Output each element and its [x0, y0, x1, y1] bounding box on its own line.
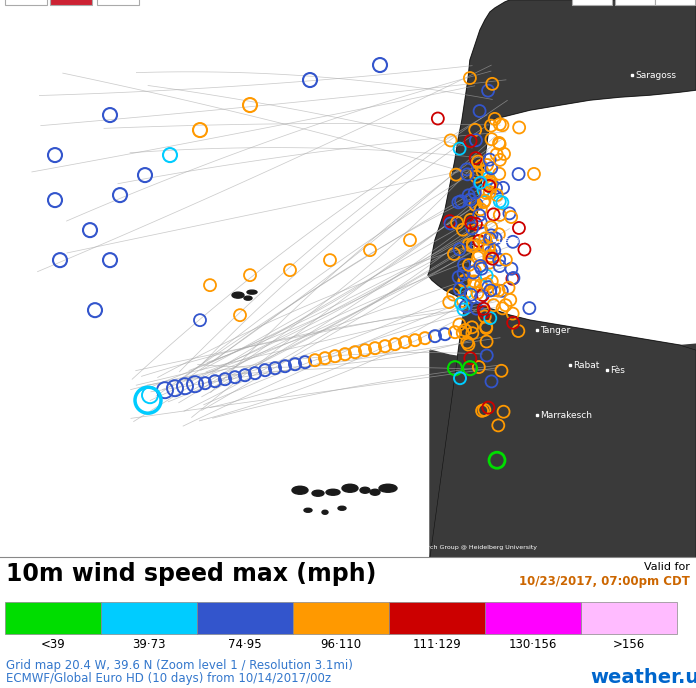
- Ellipse shape: [370, 489, 380, 495]
- Text: Fès: Fès: [610, 366, 625, 375]
- Text: ECMWF/Global Euro HD (10 days) from 10/14/2017/00z: ECMWF/Global Euro HD (10 days) from 10/1…: [6, 672, 331, 685]
- Bar: [101, 603, 197, 634]
- Text: Grid map 20.4 W, 39.6 N (Zoom level 1 / Resolution 3.1mi): Grid map 20.4 W, 39.6 N (Zoom level 1 / …: [6, 658, 353, 671]
- Ellipse shape: [326, 489, 340, 495]
- Polygon shape: [430, 344, 696, 557]
- Bar: [485, 603, 581, 634]
- Ellipse shape: [312, 491, 324, 496]
- Bar: [615, 0, 655, 5]
- Text: Valenc: Valenc: [660, 180, 690, 190]
- Text: 10/23/2017, 07:00pm CDT: 10/23/2017, 07:00pm CDT: [519, 575, 690, 588]
- Ellipse shape: [322, 510, 328, 514]
- Bar: [97, 0, 139, 5]
- Ellipse shape: [232, 292, 244, 298]
- Text: Lissabon: Lissabon: [497, 235, 537, 245]
- Text: Sevilla: Sevilla: [570, 276, 600, 285]
- Bar: [5, 603, 101, 634]
- Ellipse shape: [342, 484, 358, 492]
- Text: Madrid: Madrid: [570, 151, 601, 160]
- Ellipse shape: [379, 484, 397, 492]
- Ellipse shape: [338, 506, 346, 510]
- Polygon shape: [428, 0, 696, 557]
- Bar: [5, 0, 47, 5]
- Bar: [389, 603, 485, 634]
- Ellipse shape: [292, 486, 308, 494]
- Ellipse shape: [360, 487, 370, 493]
- Text: 96·110: 96·110: [320, 638, 361, 651]
- Bar: [581, 603, 677, 634]
- Text: 74·95: 74·95: [228, 638, 262, 651]
- Text: Valid for: Valid for: [644, 562, 690, 572]
- Bar: [293, 603, 389, 634]
- Text: 111·129: 111·129: [413, 638, 461, 651]
- Bar: [655, 0, 695, 5]
- Text: Málaga: Málaga: [620, 301, 653, 310]
- Bar: [572, 0, 612, 5]
- Text: >156: >156: [613, 638, 645, 651]
- Text: <39: <39: [40, 638, 65, 651]
- Text: 39·73: 39·73: [132, 638, 166, 651]
- Text: Rabat: Rabat: [573, 361, 599, 369]
- Text: 130·156: 130·156: [509, 638, 557, 651]
- Text: Tanger: Tanger: [540, 325, 570, 334]
- Text: 10m wind speed max (mph): 10m wind speed max (mph): [6, 562, 377, 586]
- Text: weather.us: weather.us: [590, 668, 696, 687]
- Text: Oran: Oran: [670, 311, 692, 320]
- Text: Marrakesch: Marrakesch: [540, 411, 592, 420]
- Text: Saragoss: Saragoss: [635, 71, 676, 80]
- Ellipse shape: [244, 296, 252, 300]
- Bar: [197, 603, 293, 634]
- Ellipse shape: [304, 508, 312, 513]
- Bar: [50, 0, 92, 5]
- Ellipse shape: [247, 290, 257, 294]
- Text: Kartenmaterial: Map data © OpenStreetMap contributors, rendering GIScience Resea: Kartenmaterial: Map data © OpenStreetMap…: [159, 545, 537, 550]
